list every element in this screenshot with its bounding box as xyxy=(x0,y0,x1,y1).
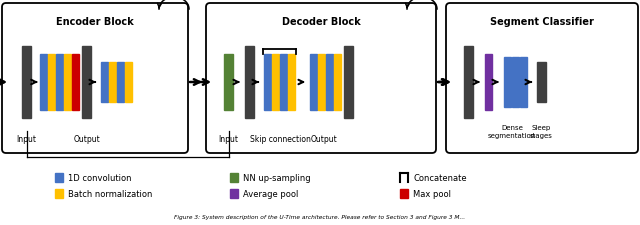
Bar xyxy=(288,55,295,110)
Bar xyxy=(40,55,47,110)
Text: NN up-sampling: NN up-sampling xyxy=(243,173,310,182)
Bar xyxy=(280,55,287,110)
Bar xyxy=(109,63,116,103)
Bar xyxy=(224,55,233,110)
Bar xyxy=(310,55,317,110)
Bar xyxy=(400,189,408,198)
Bar xyxy=(117,63,124,103)
Bar xyxy=(55,173,63,182)
FancyBboxPatch shape xyxy=(2,4,188,153)
Bar xyxy=(82,47,91,119)
Bar xyxy=(537,63,546,103)
Bar xyxy=(464,47,473,119)
Bar xyxy=(64,55,71,110)
Text: Figure 3: System description of the U-Time architecture. Please refer to Section: Figure 3: System description of the U-Ti… xyxy=(175,215,465,220)
Bar xyxy=(56,55,63,110)
Bar xyxy=(55,189,63,198)
Bar xyxy=(272,55,279,110)
Bar xyxy=(245,47,254,119)
Text: Encoder Block: Encoder Block xyxy=(56,17,134,27)
Bar xyxy=(125,63,132,103)
Bar xyxy=(318,55,325,110)
Text: Sleep
stages: Sleep stages xyxy=(530,125,553,138)
Text: Segment Classifier: Segment Classifier xyxy=(490,17,594,27)
Text: Dense
segmentation: Dense segmentation xyxy=(488,125,536,138)
Text: Decoder Block: Decoder Block xyxy=(282,17,360,27)
Text: Input: Input xyxy=(218,135,239,144)
Bar xyxy=(344,47,353,119)
Text: Output: Output xyxy=(310,135,337,144)
Bar xyxy=(230,189,238,198)
Bar xyxy=(334,55,341,110)
FancyBboxPatch shape xyxy=(446,4,638,153)
Bar xyxy=(72,55,79,110)
Bar xyxy=(326,55,333,110)
Text: Batch normalization: Batch normalization xyxy=(68,189,152,198)
Bar xyxy=(230,173,238,182)
Bar xyxy=(485,55,492,110)
Bar xyxy=(22,47,31,119)
Text: 1D convolution: 1D convolution xyxy=(68,173,131,182)
Text: Input: Input xyxy=(17,135,36,144)
Bar xyxy=(101,63,108,103)
Text: Concatenate: Concatenate xyxy=(413,173,467,182)
Text: Skip connection: Skip connection xyxy=(250,135,310,144)
Bar xyxy=(512,58,519,108)
Text: Output: Output xyxy=(73,135,100,144)
Text: Max pool: Max pool xyxy=(413,189,451,198)
Bar xyxy=(264,55,271,110)
FancyBboxPatch shape xyxy=(206,4,436,153)
Bar xyxy=(48,55,55,110)
Bar xyxy=(504,58,511,108)
Bar xyxy=(520,58,527,108)
Text: Average pool: Average pool xyxy=(243,189,298,198)
